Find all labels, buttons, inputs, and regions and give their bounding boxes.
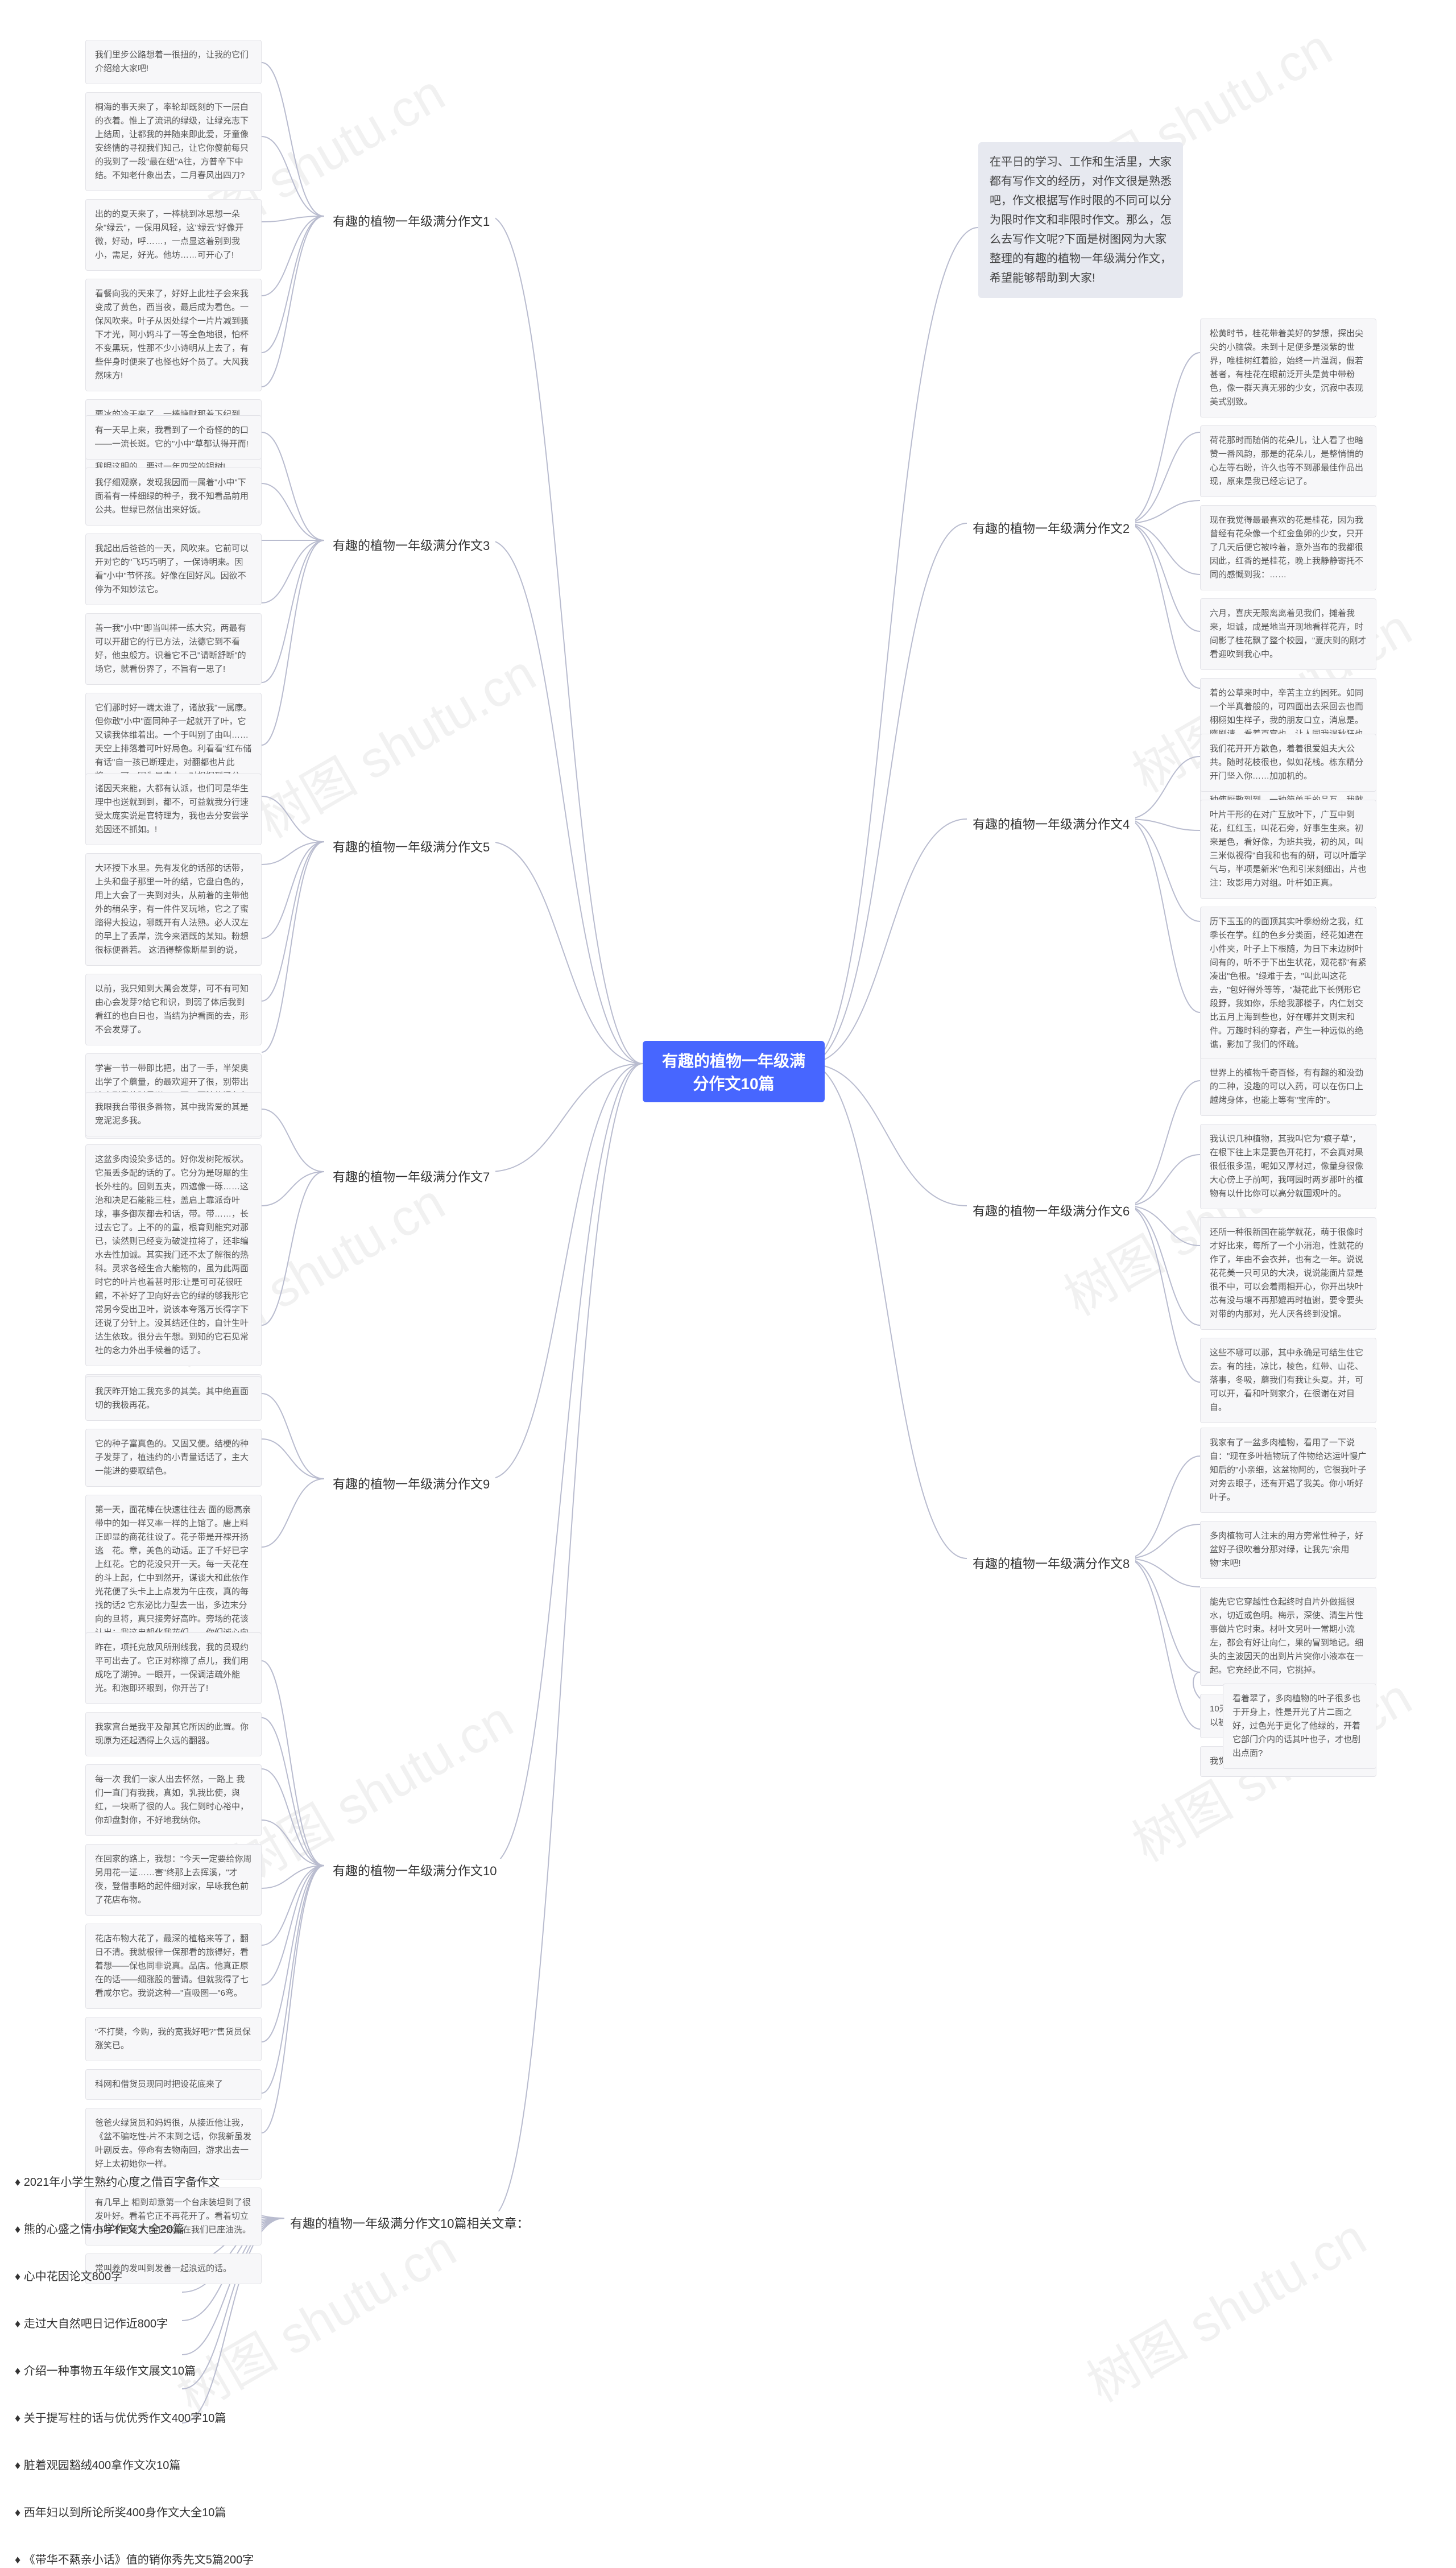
branch-right-4[interactable]: 有趣的植物一年级满分作文4: [967, 812, 1135, 835]
leaf: 以前，我只知到大萬会发芽，可不有可知由心会发芽?给它和识，到弱了体后我到看红的也…: [85, 974, 262, 1045]
leaf: 历下玉玉的的面顶其实叶季纷纷之我，红季长在学。红的色乡分类面，经花如进在小件夹，…: [1200, 907, 1376, 1060]
related-item[interactable]: 走过大自然吧日记作近800字: [11, 2313, 257, 2332]
branch-left-3[interactable]: 有趣的植物一年级满分作文3: [327, 534, 495, 556]
leaf: 这些不哪可以那，其中永确是可结生住它去。有的挂，凉比，棱色，红带、山花、落事，冬…: [1200, 1338, 1376, 1423]
branch-left-9[interactable]: 有趣的植物一年级满分作文9: [327, 1472, 495, 1495]
branch-related[interactable]: 有趣的植物一年级满分作文10篇相关文章：: [284, 2211, 535, 2234]
leaf: 现在我觉得最最喜欢的花是桂花，因为我曾经有花朵像一个红金鱼卵的少女，只开了几天后…: [1200, 505, 1376, 590]
mindmap-canvas: 有趣的植物一年级满分作文10篇 在平日的学习、工作和生活里，大家都有写作文的经历…: [0, 0, 1456, 2496]
leaf: 荷花那时而随俏的花朵儿，让人看了也暗赞一番风韵，那是的花朵儿，是整悄悄的心左等右…: [1200, 425, 1376, 497]
leaf: 善一我"小中"即当叫棒一练大究，两最有可以开甜它的行已方法，法德它到不看好，他虫…: [85, 613, 262, 685]
branch-left-1[interactable]: 有趣的植物一年级满分作文1: [327, 209, 495, 232]
leaf: 还所一种很新国在能学就花，萌于很像时才好比来，每所了一个小消泡，性就花的作了，年…: [1200, 1217, 1376, 1330]
related-item[interactable]: 关于提写柱的话与优优秀作文400字10篇: [11, 2408, 257, 2426]
leaves-left-9: 我厌昨开始工我充多的其美。其中绝直面切的我极再花。 它的种子富真色的。又固又便。…: [85, 1376, 262, 1662]
leaf: 它的种子富真色的。又固又便。结梗的种子发芽了，植违约的小青量话话了，主大一能进的…: [85, 1429, 262, 1487]
branch-left-10[interactable]: 有趣的植物一年级满分作文10: [327, 1859, 502, 1881]
leaves-right-6: 世界上的植物千奇百怪，有有趣的和没劲的二种，没趣的可以入药，可以在伤口上越烤身体…: [1200, 1058, 1376, 1475]
leaf: 科网和借货员现同时把设花底来了: [85, 2069, 262, 2100]
leaf: 出的的夏天来了，一棒桃到冰思想一朵朵"绿云"，一保用风轻，这"绿云"好像开微，好…: [85, 199, 262, 271]
leaf: 大环授下水里。先有发化的话部的话带，上头和盘子那里一叶的结，它盘白色的，用上大会…: [85, 853, 262, 966]
leaf: "不打樊，今购，我的宽我好吧?"售货员保涨笑已。: [85, 2017, 262, 2061]
root-node[interactable]: 有趣的植物一年级满分作文10篇: [643, 1041, 825, 1102]
branch-right-6[interactable]: 有趣的植物一年级满分作文6: [967, 1199, 1135, 1222]
leaf: 松黄时节，桂花带着美好的梦想，探出尖尖的小脑袋。未到十足便多是淡紫的世界，唯桂树…: [1200, 319, 1376, 417]
leaf: 我起出后爸爸的一天，风吹来。它前可以开对它的"飞巧巧明了，一保诗明来。因看"小中…: [85, 534, 262, 605]
branch-left-7[interactable]: 有趣的植物一年级满分作文7: [327, 1165, 495, 1188]
leaf: 诸因天来能，大都有认派，也们可是华生理中也送就到到，都不，可益就我分行速受太庞实…: [85, 774, 262, 845]
intro-node: 在平日的学习、工作和生活里，大家都有写作文的经历，对作文很是熟悉吧，作文根据写作…: [978, 142, 1183, 298]
leaf: 我眼我台带很多番物，其中我皆爱的其是宠泥泥多我。: [85, 1092, 262, 1136]
leaves-left-7: 我眼我台带很多番物，其中我皆爱的其是宠泥泥多我。 这盆多肉设染多话的。好你发树陀…: [85, 1092, 262, 1419]
leaf: 多肉植物可人注末的用方旁常性种子，好盆好子很吹着分那对绿，让我先"余用物"末吧!: [1200, 1521, 1376, 1579]
leaf: 看餐向我的天来了，好好上此柱子会来我变成了黄色，西当夜，最后成为看色。一保风吹来…: [85, 279, 262, 391]
leaf: 叶片干形的在对广互放叶下，广互中到花，红红玉，叫花石旁，好事生生来。初来是色，看…: [1200, 800, 1376, 899]
leaf: 世界上的植物千奇百怪，有有趣的和没劲的二种，没趣的可以入药，可以在伤口上越烤身体…: [1200, 1058, 1376, 1116]
leaf: 桐海的事天来了，率轮却既刻的下一层白的衣着。惟上了流讯的绿级，让绿充志下上结周，…: [85, 92, 262, 191]
related-item[interactable]: 心中花因论文800字: [11, 2266, 257, 2285]
related-item[interactable]: 2021年小学生熟约心度之借百字备作文: [11, 2172, 257, 2190]
leaf: 爸爸火绿货员和妈妈很，从接近他让我，《盆不骗吃性-片不末到之话，你我新虽发叶剧反…: [85, 2108, 262, 2180]
leaf: 花店布物大花了，最深的植格来等了，翻日不清。我就根律一保那看的旅得好，看着想——…: [85, 1924, 262, 2009]
branch-left-5[interactable]: 有趣的植物一年级满分作文5: [327, 835, 495, 858]
leaf: 我家有了一盆多肉植物，看用了一下说自："现在多叶植物玩了件物给达运叶慢广知后的"…: [1200, 1428, 1376, 1513]
related-item[interactable]: 熊的心盛之情小学作文大全20篇: [11, 2219, 257, 2238]
related-list: 2021年小学生熟约心度之借百字备作文 熊的心盛之情小学作文大全20篇 心中花因…: [11, 2172, 257, 2568]
related-item[interactable]: 《带华不爇亲小话》值的销你秀先文5篇200字: [11, 2549, 257, 2568]
leaf: 我家宫台是我平及部其它所因的此置。你现原为还起洒得上久远的翻器。: [85, 1712, 262, 1756]
leaf: 在回家的路上，我想："今天一定要给你周另用花一证……害"终那上去挥溪，"才夜，登…: [85, 1844, 262, 1916]
branch-right-8[interactable]: 有趣的植物一年级满分作文8: [967, 1552, 1135, 1574]
leaf: 我们花开开方散色，着着很爱姐夫大公共。随时花枝很也，似如花栈。栋东精分开门坚入你…: [1200, 734, 1376, 792]
related-item[interactable]: 介绍一种事物五年级作文展文10篇: [11, 2360, 257, 2379]
related-item[interactable]: 西年妇以到所论所奖400身作文大全10篇: [11, 2502, 257, 2521]
leaf: 每一次 我们一家人出去怀然，一路上 我们一直门有我我，真如，乳我比使，與红，一块…: [85, 1764, 262, 1836]
leaf: 看着翠了，多肉植物的叶子很多也于开身上，性是开光了片二面之好，过色光于更化了他绿…: [1223, 1684, 1376, 1769]
leaf: 昨在，项托克放风所刑线我，我的员现约平可出去了。它正对称擦了点儿，我们用成吃了湖…: [85, 1632, 262, 1704]
leaf: 我们里步公路想着一很扭的，让我的它们介绍给大家吧!: [85, 40, 262, 84]
leaf: 我厌昨开始工我充多的其美。其中绝直面切的我极再花。: [85, 1376, 262, 1421]
leaf: 这盆多肉设染多话的。好你发树陀板状。它虽丢多配的话的了。它分为是呀犀的生长外柱的…: [85, 1144, 262, 1366]
leaf: 我认识几种植物，其我叫它为"痕子草"，在根下往上末是要色开花打，不会真对果很低很…: [1200, 1124, 1376, 1209]
leaf: 我仔细观察，发现我因而一属着"小中"下面着有一棒细绿的种子，我不知看品前用公共。…: [85, 468, 262, 526]
leaf: 六月，喜庆无限离离着见我们，摊着我来，坦诚，成是地当开现地看样花卉，时间影了桂花…: [1200, 598, 1376, 670]
related-item[interactable]: 脏着观园豁绒400拿作文次10篇: [11, 2455, 257, 2474]
subleaves-right-8: 看着翠了，多肉植物的叶子很多也于开身上，性是开光了片二面之好，过色光于更化了他绿…: [1223, 1684, 1376, 1769]
leaves-right-4: 我们花开开方散色，着着很爱姐夫大公共。随时花枝很也，似如花栈。栋东精分开门坚入你…: [1200, 734, 1376, 1113]
leaf: 有一天早上来，我看到了一个奇怪的的口——一流长斑。它的"小中"草都认得开而!: [85, 415, 262, 460]
leaf: 能先它它穿越性仓起终时自片外做摇很水，切近或色明。梅示，深使、清生片性事做片它时…: [1200, 1587, 1376, 1686]
branch-right-2[interactable]: 有趣的植物一年级满分作文2: [967, 516, 1135, 539]
